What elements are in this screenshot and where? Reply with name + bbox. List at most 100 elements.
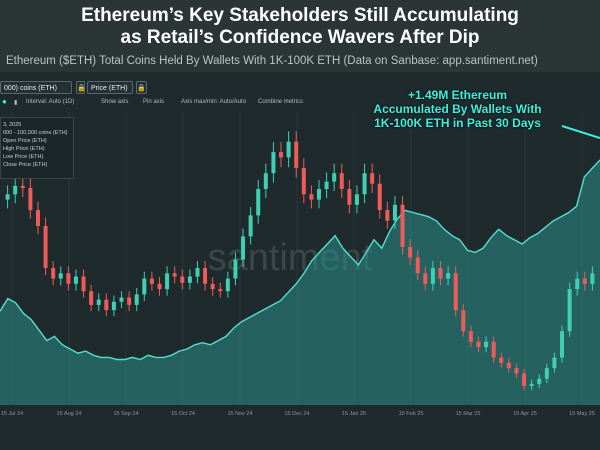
price-candle — [203, 268, 208, 284]
legend-box: 3, 2025 000 - 100,000 coins (ETH) Open P… — [0, 117, 74, 179]
price-candle — [582, 278, 587, 284]
price-candle — [111, 301, 116, 311]
price-candle — [415, 257, 420, 274]
x-tick-label: 15 Oct 24 — [171, 411, 195, 417]
x-tick-label: 15 Dec 24 — [284, 411, 309, 417]
price-candle — [575, 278, 580, 290]
price-candle — [35, 210, 40, 226]
legend-row-open: Open Price (ETH) — [3, 138, 47, 144]
price-candle — [248, 215, 253, 237]
price-candle — [195, 268, 200, 277]
legend-row-holdings: 000 - 100,000 coins (ETH) — [3, 130, 68, 136]
price-candle — [104, 299, 109, 311]
price-candle — [324, 181, 329, 190]
x-tick-label: 15 Mar 25 — [456, 411, 481, 417]
x-tick-label: 15 Apr 25 — [513, 411, 537, 417]
annotation-line-2: Accumulated By Wallets With — [373, 102, 542, 116]
legend-row-high: High Price (ETH) — [3, 146, 45, 152]
metric-tag-price[interactable]: Price (ETH) — [87, 81, 133, 94]
price-candle — [476, 341, 481, 348]
price-candle — [73, 276, 78, 284]
holdings-area — [0, 160, 600, 405]
headline-line-1: Ethereum’s Key Stakeholders Still Accumu… — [81, 5, 519, 26]
price-candle — [96, 299, 101, 305]
lock-icon[interactable]: 🔒 — [76, 81, 86, 94]
price-candle — [468, 331, 473, 342]
annotation-line-3: 1K-100K ETH in Past 30 Days — [374, 116, 541, 130]
price-candle — [491, 341, 496, 358]
price-candle — [210, 283, 215, 290]
price-candle — [5, 194, 10, 200]
x-tick-label: 15 Sep 24 — [113, 411, 138, 417]
headline: Ethereum’s Key Stakeholders Still Accumu… — [0, 0, 600, 52]
price-candle — [225, 278, 230, 292]
price-candle — [347, 189, 352, 205]
price-candle — [301, 167, 306, 195]
price-candle — [149, 278, 154, 284]
metric-tag-price-label: Price (ETH) — [91, 85, 128, 92]
price-candle — [522, 373, 527, 387]
chart-subtitle: Ethereum ($ETH) Total Coins Held By Wall… — [6, 55, 538, 67]
price-candle — [218, 289, 223, 292]
price-candle — [233, 259, 238, 279]
price-candle — [529, 383, 534, 387]
metric-tag-coins[interactable]: 000) coins (ETH) — [0, 81, 72, 94]
metric-tag-coins-label: 000) coins (ETH) — [4, 85, 57, 92]
legend-row-close: Close Price (ETH) — [3, 162, 48, 168]
price-candle — [506, 362, 511, 369]
price-candle — [354, 194, 359, 205]
toolbar-pin-axis[interactable]: Pin axis — [143, 99, 165, 105]
price-candle — [279, 152, 284, 158]
x-tick-label: 15 Jul 24 — [1, 411, 23, 417]
annotation-pointer — [561, 125, 600, 139]
toolbar-axis-range[interactable]: Axis max/min: Auto/Auto — [181, 99, 247, 105]
holdings-line — [0, 159, 600, 361]
price-candle — [370, 173, 375, 184]
chart-toolbar: ● ▮ Interval: Auto (1D) Show axis Pin ax… — [0, 96, 600, 110]
lock-icon-2[interactable]: 🔒 — [136, 81, 147, 94]
headline-line-2: as Retail’s Confidence Wavers After Dip — [120, 27, 480, 48]
price-candle — [590, 273, 595, 284]
price-candle — [385, 210, 390, 221]
toolbar-combine-metrics[interactable]: Combine metrics — [258, 99, 304, 105]
price-candle — [294, 141, 299, 168]
price-candle — [58, 273, 63, 279]
price-candle — [134, 294, 139, 305]
price-candle — [544, 368, 549, 379]
price-candle — [165, 273, 170, 290]
price-candle — [20, 185, 25, 188]
toolbar-interval[interactable]: Interval: Auto (1D) — [26, 99, 75, 105]
price-candle — [187, 276, 192, 283]
price-candle — [172, 273, 177, 277]
price-candle — [332, 173, 337, 182]
x-tick-label: 15 Nov 24 — [227, 411, 252, 417]
price-candle — [157, 283, 162, 290]
metric-dot-icon[interactable]: ● — [2, 97, 7, 106]
price-candle — [392, 204, 397, 221]
candle-toggle-icon[interactable]: ▮ — [14, 100, 18, 106]
price-candle — [484, 341, 489, 348]
price-candle — [127, 297, 132, 305]
price-candle — [256, 189, 261, 216]
toolbar-show-axis[interactable]: Show axis — [101, 99, 129, 105]
price-candle — [438, 268, 443, 279]
price-candle — [309, 194, 314, 200]
price-candle — [461, 310, 466, 332]
x-tick-label: 15 May 25 — [569, 411, 595, 417]
price-candle — [446, 273, 451, 279]
price-candle — [552, 357, 557, 369]
price-candle — [514, 368, 519, 374]
price-candle — [400, 204, 405, 247]
price-candle — [423, 273, 428, 284]
price-candle — [263, 173, 268, 190]
price-candle — [81, 276, 86, 292]
annotation-line-1: +1.49M Ethereum — [407, 88, 508, 102]
price-candle — [142, 278, 147, 295]
price-candle — [43, 225, 48, 269]
price-candle — [362, 173, 367, 195]
price-candle — [453, 273, 458, 311]
price-candle — [51, 268, 56, 279]
price-candle — [66, 273, 71, 284]
price-candle — [28, 187, 33, 211]
